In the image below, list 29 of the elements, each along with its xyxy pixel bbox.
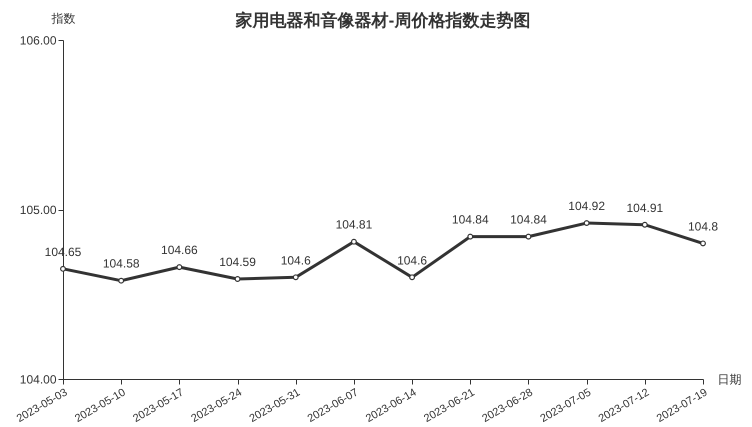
point	[526, 234, 532, 240]
point	[350, 238, 357, 245]
data-label: 104.91	[626, 200, 664, 215]
data-label: 104.8	[688, 219, 718, 234]
data-label: 104.59	[219, 254, 256, 269]
data-label: 104.58	[102, 256, 140, 271]
data-label: 104.66	[161, 243, 198, 258]
point	[584, 220, 590, 226]
point	[409, 274, 416, 280]
x-axis-title: 日期	[718, 372, 742, 386]
y-tick-label: 104.00	[20, 372, 57, 386]
point	[176, 264, 182, 270]
data-label: 104.84	[510, 212, 548, 227]
y-tick-label: 105.00	[20, 203, 57, 217]
point	[234, 276, 240, 282]
data-label: 104.6	[397, 253, 428, 268]
data-label: 104.6	[280, 253, 312, 268]
point	[467, 234, 474, 240]
point	[60, 266, 66, 272]
y-axis-title: 指数	[50, 12, 76, 26]
point	[700, 240, 706, 246]
data-label: 104.81	[336, 218, 373, 232]
point	[642, 222, 648, 228]
point	[118, 278, 124, 284]
point	[292, 274, 299, 280]
data-label: 104.84	[452, 212, 489, 227]
y-tick-label: 106.00	[20, 34, 57, 48]
chart-title: 家用电器和音像器材-周价格指数走势图	[234, 11, 530, 30]
data-label: 104.92	[568, 199, 606, 214]
